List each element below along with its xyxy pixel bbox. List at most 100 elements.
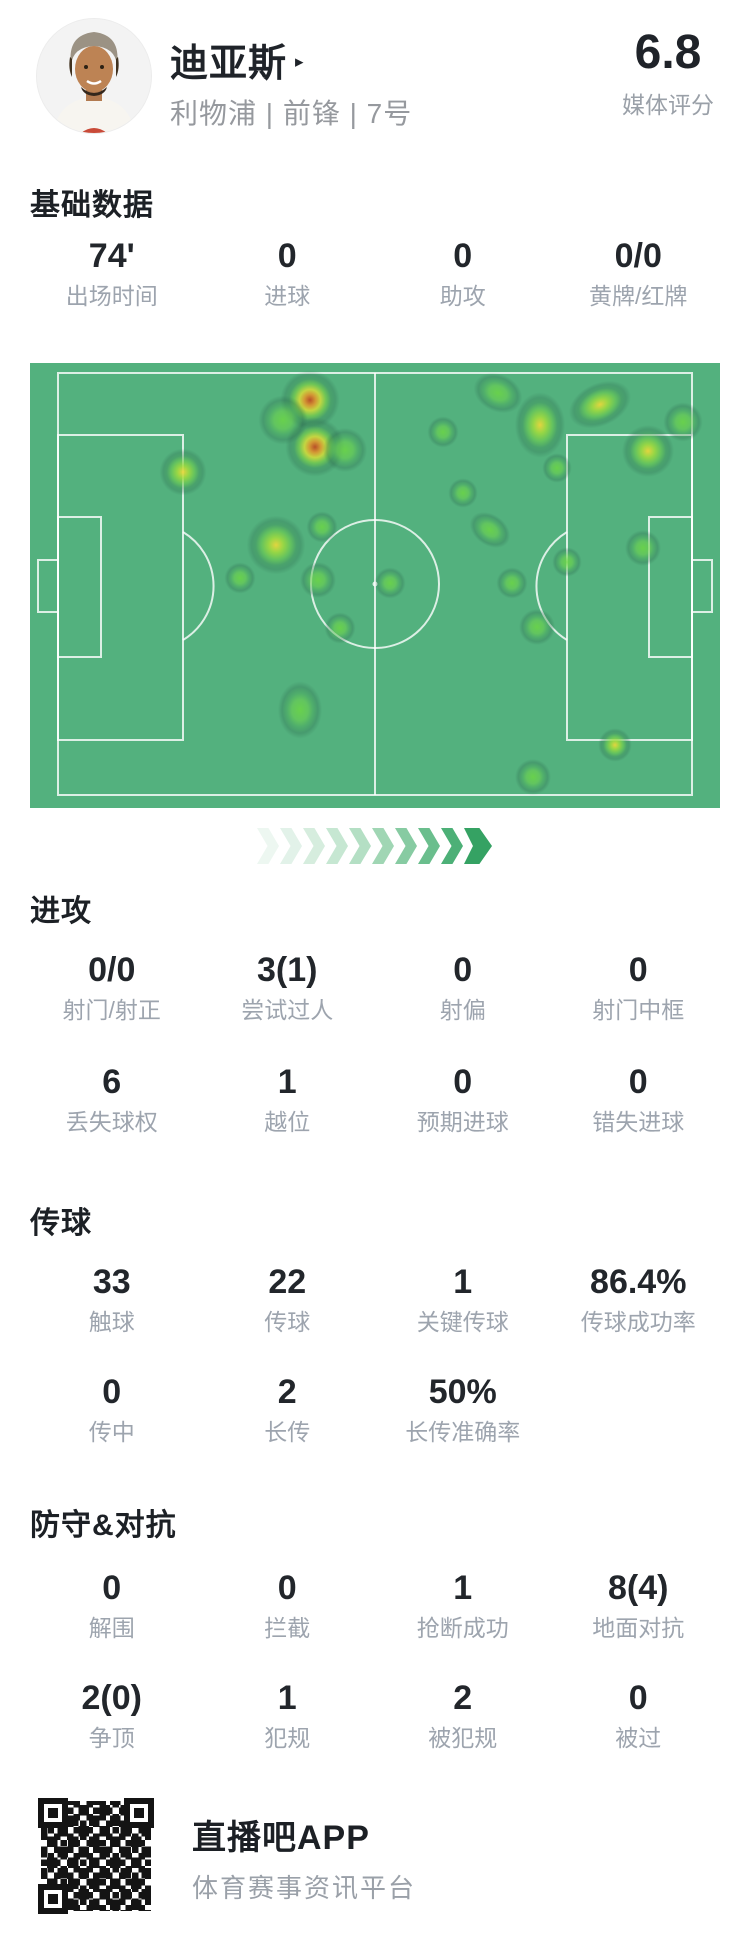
heat-spot — [658, 397, 708, 447]
rating-label: 媒体评分 — [622, 92, 714, 118]
stat-cell: 0 拦截 — [200, 1568, 376, 1643]
stat-label: 错失进球 — [592, 1109, 685, 1135]
stat-value: 2(0) — [81, 1679, 142, 1717]
stat-label: 触球 — [88, 1309, 135, 1335]
heatmap-spots-layer — [30, 363, 720, 808]
stat-cell: 0/0 射门/射正 — [24, 950, 200, 1025]
defense-stats-row-2: 2(0) 争顶 1 犯规 2 被犯规 0 被过 — [24, 1678, 726, 1753]
stat-cell: 1 犯规 — [200, 1678, 376, 1753]
chevron-icon — [418, 828, 440, 864]
stat-value: 50% — [428, 1373, 497, 1411]
stat-value: 86.4% — [590, 1263, 687, 1301]
heat-spot — [321, 609, 359, 647]
player-name-row[interactable]: 迪亚斯 ▸ — [170, 32, 304, 87]
stat-cell: 33 触球 — [24, 1262, 200, 1337]
heat-spot — [371, 564, 409, 602]
player-avatar-image — [37, 19, 151, 133]
chevron-icon — [326, 828, 348, 864]
stat-value: 8(4) — [608, 1569, 669, 1607]
stat-cell: 74' 出场时间 — [24, 236, 200, 311]
stat-cell: 0 被过 — [551, 1678, 727, 1753]
qr-finder-top-right — [124, 1798, 154, 1828]
stat-cell: 2 被犯规 — [375, 1678, 551, 1753]
stat-label: 传球成功率 — [580, 1309, 696, 1335]
heat-spot — [621, 526, 665, 570]
stat-value: 0 — [628, 1063, 648, 1101]
stat-value: 2 — [453, 1679, 473, 1717]
stat-value: 0 — [277, 237, 297, 275]
stat-label: 长传 — [264, 1419, 311, 1445]
heat-spot — [303, 508, 341, 546]
chevron-icon — [280, 828, 302, 864]
section-title-attack: 进攻 — [30, 895, 92, 928]
heat-spot — [493, 564, 531, 602]
stat-cell: 0 预期进球 — [375, 1062, 551, 1137]
stat-value: 0/0 — [88, 951, 136, 989]
stat-value: 0 — [453, 237, 473, 275]
stat-label: 地面对抗 — [592, 1615, 685, 1641]
stat-value: 0 — [628, 1679, 648, 1717]
stat-value: 2 — [277, 1373, 297, 1411]
stat-label: 助攻 — [439, 283, 486, 309]
stat-value: 74' — [88, 237, 135, 275]
stat-value: 1 — [453, 1569, 473, 1607]
stat-cell: 50% 长传准确率 — [375, 1372, 551, 1447]
stat-label: 被过 — [615, 1725, 662, 1751]
stat-label: 关键传球 — [416, 1309, 509, 1335]
stat-label: 射门中框 — [592, 997, 685, 1023]
heat-spot — [549, 544, 585, 580]
stat-value: 1 — [277, 1679, 297, 1717]
heat-spot — [511, 755, 555, 799]
stat-label: 传球 — [264, 1309, 311, 1335]
stat-value: 0 — [277, 1569, 297, 1607]
qr-finder-top-left — [38, 1798, 68, 1828]
heat-spot — [539, 450, 575, 486]
stat-cell: 86.4% 传球成功率 — [551, 1262, 727, 1337]
stat-cell: 0 解围 — [24, 1568, 200, 1643]
section-title-passing: 传球 — [30, 1207, 92, 1240]
passing-stats-row-1: 33 触球 22 传球 1 关键传球 86.4% 传球成功率 — [24, 1262, 726, 1337]
stat-value: 1 — [277, 1063, 297, 1101]
player-meta: 利物浦 | 前锋 | 7号 — [170, 98, 413, 129]
stat-label: 犯规 — [264, 1725, 311, 1751]
heat-spot — [515, 605, 559, 649]
stat-label: 解围 — [88, 1615, 135, 1641]
stat-label: 尝试过人 — [241, 997, 334, 1023]
stat-label: 争顶 — [88, 1725, 135, 1751]
chevron-icon — [441, 828, 463, 864]
chevron-icon — [349, 828, 371, 864]
heat-spot — [594, 724, 636, 766]
chevron-icon — [372, 828, 394, 864]
passing-stats-row-2: 0 传中 2 长传 50% 长传准确率 — [24, 1372, 726, 1447]
stat-value: 0 — [453, 951, 473, 989]
player-avatar — [36, 18, 152, 134]
player-name: 迪亚斯 — [170, 43, 288, 85]
rating-value: 6.8 — [634, 26, 702, 79]
stat-cell: 8(4) 地面对抗 — [551, 1568, 727, 1643]
basic-stats-row-1: 74' 出场时间 0 进球 0 助攻 0/0 黄牌/红牌 — [24, 236, 726, 311]
app-name: 直播吧APP — [192, 1819, 370, 1857]
chevron-icon — [257, 828, 279, 864]
stat-label: 丢失球权 — [65, 1109, 158, 1135]
heat-spot — [221, 559, 259, 597]
stat-cell: 0 射门中框 — [551, 950, 727, 1025]
stat-value: 0/0 — [614, 237, 662, 275]
qr-code — [38, 1798, 154, 1914]
section-title-basic: 基础数据 — [30, 189, 154, 222]
heat-spot — [424, 413, 462, 451]
stat-label: 被犯规 — [428, 1725, 498, 1751]
stat-label: 传中 — [88, 1419, 135, 1445]
stat-cell: 1 关键传球 — [375, 1262, 551, 1337]
stat-cell: 0 射偏 — [375, 950, 551, 1025]
stat-cell: 2 长传 — [200, 1372, 376, 1447]
stat-cell: 0 助攻 — [375, 236, 551, 311]
chevron-icon — [303, 828, 325, 864]
stat-label: 射门/射正 — [62, 997, 161, 1023]
stat-cell: 3(1) 尝试过人 — [200, 950, 376, 1025]
heatmap-pitch — [30, 363, 720, 808]
chevron-icon — [464, 828, 492, 864]
stat-value: 6 — [102, 1063, 122, 1101]
stat-value: 0 — [453, 1063, 473, 1101]
stat-label: 拦截 — [264, 1615, 311, 1641]
